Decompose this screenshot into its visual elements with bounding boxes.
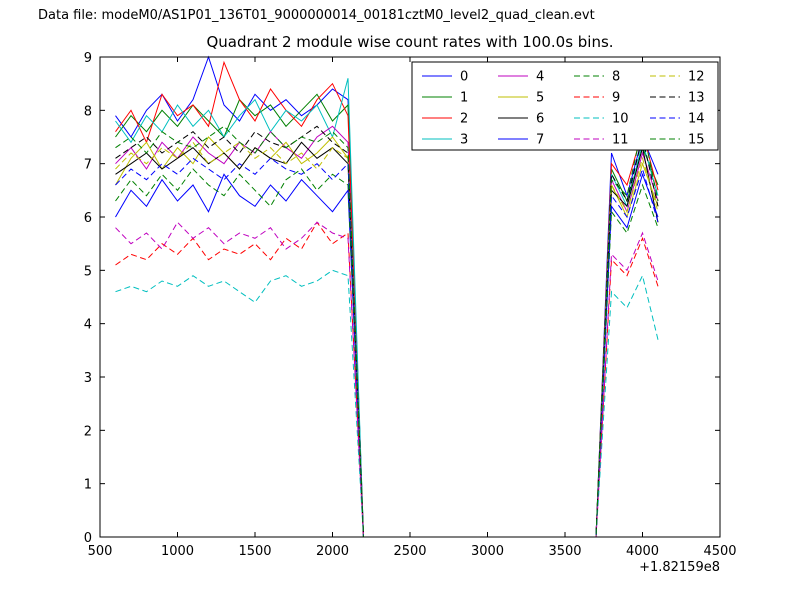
y-tick-label: 3 xyxy=(84,371,92,386)
legend-label-10: 10 xyxy=(612,112,629,127)
legend-label-6: 6 xyxy=(536,112,544,127)
y-tick-label: 6 xyxy=(84,211,92,226)
x-tick-label: 3500 xyxy=(548,544,581,559)
x-tick-label: 1500 xyxy=(238,544,271,559)
x-tick-label: 3000 xyxy=(471,544,504,559)
y-tick-label: 7 xyxy=(84,158,92,173)
x-tick-label: 500 xyxy=(88,544,113,559)
y-tick-label: 1 xyxy=(84,478,92,493)
series-line-9 xyxy=(115,221,659,538)
y-tick-label: 0 xyxy=(84,531,92,546)
x-tick-label: 1000 xyxy=(161,544,194,559)
series-line-14 xyxy=(115,157,659,538)
chart-title: Quadrant 2 module wise count rates with … xyxy=(206,33,614,51)
legend-label-4: 4 xyxy=(536,70,544,85)
legend-label-12: 12 xyxy=(688,70,705,85)
legend-label-3: 3 xyxy=(460,133,468,148)
series-line-12 xyxy=(115,141,659,538)
legend-label-9: 9 xyxy=(612,91,620,106)
series-line-10 xyxy=(115,269,659,538)
legend-label-8: 8 xyxy=(612,70,620,85)
legend-label-13: 13 xyxy=(688,91,705,106)
x-tick-label: 4500 xyxy=(703,544,736,559)
series-line-8 xyxy=(115,168,659,538)
x-tick-label: 4000 xyxy=(626,544,659,559)
x-tick-label: 2000 xyxy=(316,544,349,559)
y-tick-label: 9 xyxy=(84,51,92,66)
series-line-15 xyxy=(115,125,659,538)
legend-frame xyxy=(411,61,719,151)
legend-label-15: 15 xyxy=(688,133,705,148)
y-tick-label: 8 xyxy=(84,104,92,119)
series-line-11 xyxy=(115,221,659,538)
series-line-7 xyxy=(115,172,659,538)
series-line-6 xyxy=(115,141,659,538)
legend-label-2: 2 xyxy=(460,112,468,127)
series-line-13 xyxy=(115,125,659,538)
legend-label-7: 7 xyxy=(536,133,544,148)
y-tick-label: 5 xyxy=(84,264,92,279)
datafile-label: Data file: modeM0/AS1P01_136T01_90000000… xyxy=(38,8,595,23)
legend-label-0: 0 xyxy=(460,70,468,85)
legend-label-14: 14 xyxy=(688,112,705,127)
x-axis-offset-label: +1.82159e8 xyxy=(639,560,720,575)
axis-ticks: 500 1000 1500 2000 2500 3000 3500 4000 450001234… xyxy=(84,51,737,559)
legend-label-1: 1 xyxy=(460,91,468,106)
y-tick-label: 2 xyxy=(84,424,92,439)
legend-label-5: 5 xyxy=(536,91,544,106)
legend-label-11: 11 xyxy=(612,133,629,148)
series-line-5 xyxy=(115,136,659,538)
y-tick-label: 4 xyxy=(84,318,92,333)
x-tick-label: 2500 xyxy=(393,544,426,559)
series-line-4 xyxy=(115,125,659,538)
